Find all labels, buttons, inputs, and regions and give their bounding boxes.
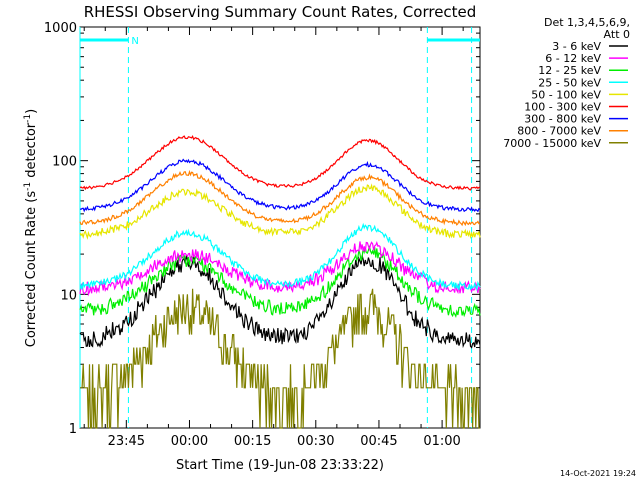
series-line — [79, 169, 481, 227]
x-axis-label: Start Time (19-Jun-08 23:33:22) — [176, 458, 384, 473]
footer-timestamp: 14-Oct-2021 19:24 — [560, 469, 636, 478]
legend-label: 6 - 12 keV — [545, 52, 601, 65]
series-line — [79, 134, 481, 191]
x-tick-label: 00:30 — [297, 434, 334, 449]
legend-label: 12 - 25 keV — [538, 64, 601, 77]
legend-header-line1: Det 1,3,4,5,6,9, — [544, 16, 630, 29]
y-tick-label: 1 — [69, 422, 77, 437]
x-tick-label: 00:00 — [171, 434, 208, 449]
series-line — [79, 255, 481, 349]
series-line — [79, 222, 481, 292]
x-tick-label: 00:15 — [234, 434, 271, 449]
series-line — [79, 183, 481, 240]
plot-area: 1 10 100 1000 23:45 00:00 00:15 00:30 00:45 01:00… — [44, 21, 481, 449]
x-tick-label: 23:45 — [108, 434, 145, 449]
series-line — [79, 240, 481, 297]
y-tick-label: 100 — [52, 155, 77, 170]
series-line — [79, 158, 481, 213]
legend-label: 7000 - 15000 keV — [503, 137, 601, 150]
legend-header-line2: Att 0 — [604, 28, 630, 41]
x-tick-label: 01:00 — [423, 434, 460, 449]
legend-label: 100 - 300 keV — [524, 101, 601, 114]
chart-title: RHESSI Observing Summary Count Rates, Co… — [84, 3, 477, 21]
series-line — [80, 288, 480, 429]
saa-flag-label: N — [131, 36, 138, 47]
legend-label: 50 - 100 keV — [531, 88, 601, 101]
legend-label: 300 - 800 keV — [524, 113, 601, 126]
y-tick-label: 10 — [60, 288, 77, 303]
y-tick-label: 1000 — [44, 21, 77, 36]
legend-label: 25 - 50 keV — [538, 76, 601, 89]
y-axis-label: Corrected Count Rate (s-1 detector-1) — [23, 109, 39, 347]
series-line — [79, 245, 481, 318]
x-tick-label: 00:45 — [360, 434, 397, 449]
legend-label: 3 - 6 keV — [552, 40, 601, 53]
legend-label: 800 - 7000 keV — [517, 125, 601, 138]
